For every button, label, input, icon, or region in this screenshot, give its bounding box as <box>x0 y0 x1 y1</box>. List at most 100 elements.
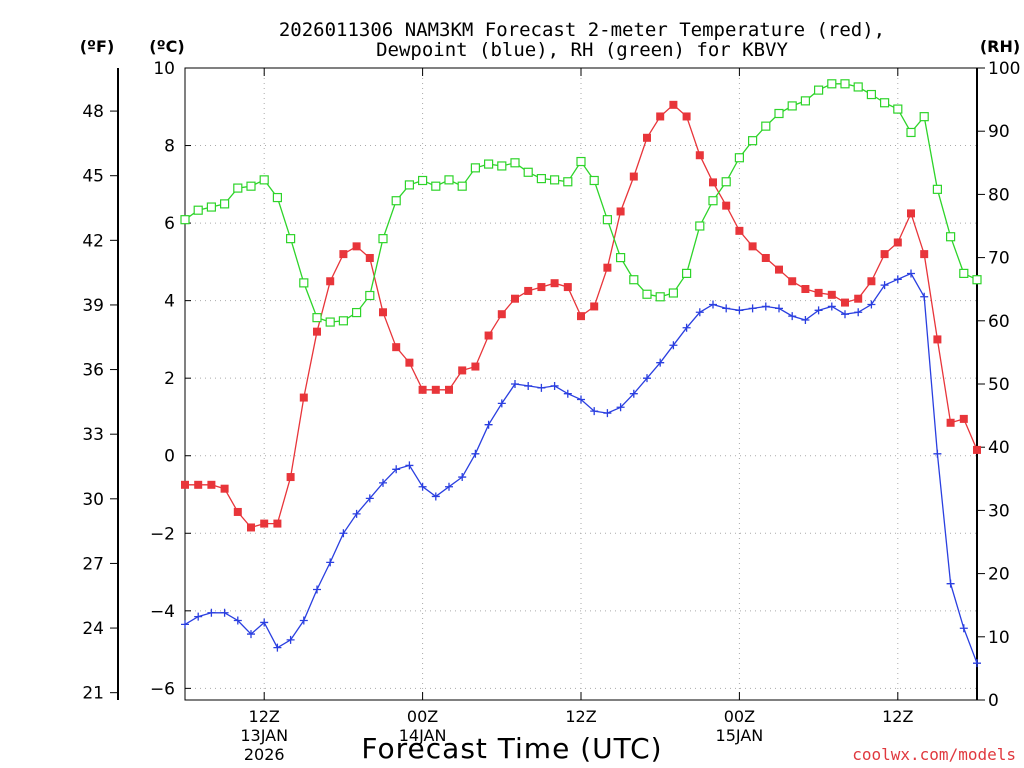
rh-point <box>932 184 943 194</box>
temperature-point <box>695 151 704 160</box>
temperature-point <box>445 385 453 394</box>
temperature-point <box>814 288 823 297</box>
fahrenheit-tick-label: 21 <box>82 684 104 704</box>
rh-point <box>642 289 652 299</box>
temperature-point <box>854 294 863 303</box>
temperature-point <box>788 277 797 286</box>
dewpoint-point <box>854 308 863 317</box>
dewpoint-point <box>445 482 453 491</box>
dewpoint-point <box>511 380 519 388</box>
celsius-tick-label: 2 <box>164 369 175 389</box>
rh-point <box>866 89 877 100</box>
temperature-point <box>339 250 348 259</box>
rh-tick-label: 40 <box>988 438 1010 458</box>
dewpoint-point <box>775 304 783 313</box>
celsius-tick-label: 8 <box>164 137 175 157</box>
dewpoint-point <box>247 630 255 639</box>
rh-point <box>589 175 599 186</box>
dewpoint-point <box>260 618 269 627</box>
dewpoint-point <box>352 509 361 518</box>
x-tick-label: 12Z <box>565 707 596 726</box>
dewpoint-point <box>814 306 823 315</box>
temperature-point <box>313 327 321 336</box>
x-tick-year-label: 2026 <box>244 745 285 764</box>
rh-tick-label: 20 <box>988 565 1010 585</box>
rh-point <box>470 163 480 173</box>
dewpoint-point <box>365 494 374 503</box>
temperature-point <box>709 178 717 187</box>
temperature-point <box>418 385 427 394</box>
dewpoint-point <box>748 304 757 313</box>
dewpoint-point <box>590 407 599 416</box>
dewpoint-point <box>669 341 678 350</box>
dewpoint-point <box>788 312 797 321</box>
temperature-point <box>722 201 731 210</box>
dewpoint-point <box>431 492 440 501</box>
rh-tick-label: 50 <box>988 375 1010 395</box>
rh-tick-label: 90 <box>988 122 1010 142</box>
rh-point <box>695 221 705 231</box>
rh-point <box>206 202 216 212</box>
temperature-point <box>431 385 440 394</box>
rh-point <box>391 196 401 206</box>
temperature-point <box>326 277 335 286</box>
rh-point <box>800 96 811 106</box>
dewpoint-point <box>471 449 480 458</box>
celsius-tick-label: 10 <box>153 59 175 79</box>
rh-point <box>259 175 269 185</box>
fahrenheit-tick-label: 33 <box>82 425 104 445</box>
rh-tick-label: 70 <box>988 249 1010 269</box>
dewpoint-point <box>616 403 625 412</box>
temperature-point <box>867 277 876 286</box>
rh-point <box>734 153 745 163</box>
fahrenheit-tick-label: 30 <box>82 490 104 510</box>
rh-point <box>761 121 771 131</box>
rh-point <box>233 183 243 193</box>
rh-point <box>549 175 560 185</box>
rh-point <box>220 199 230 209</box>
rh-point <box>352 307 362 318</box>
celsius-tick-label: 4 <box>164 292 175 312</box>
x-tick-date-label: 15JAN <box>716 726 764 745</box>
rh-unit-label: (RH) <box>980 37 1020 56</box>
temperature-point <box>181 480 189 489</box>
rh-point <box>879 98 890 108</box>
celsius-tick-label: 0 <box>164 447 175 467</box>
dewpoint-point <box>339 529 348 538</box>
dewpoint-point <box>946 579 955 588</box>
rh-point <box>853 82 863 92</box>
temperature-point <box>299 393 308 402</box>
rh-point <box>721 177 731 187</box>
dewpoint-point <box>801 316 810 325</box>
dewpoint-point <box>273 643 282 652</box>
temperature-point <box>603 263 612 272</box>
temperature-point <box>933 335 942 344</box>
dewpoint-point <box>973 659 981 668</box>
rh-point <box>708 196 718 206</box>
rh-point <box>919 112 929 122</box>
rh-point <box>180 215 190 225</box>
dewpoint-point <box>484 420 493 429</box>
dewpoint-point <box>299 616 308 625</box>
dewpoint-point <box>233 616 242 625</box>
rh-point <box>563 177 573 187</box>
rh-tick-label: 10 <box>988 628 1010 648</box>
fahrenheit-unit-label: (ºF) <box>80 37 115 56</box>
temperature-point <box>920 250 929 259</box>
dewpoint-point <box>959 624 968 633</box>
rh-point <box>576 156 586 167</box>
chart-title-line-2: Dewpoint (blue), RH (green) for KBVY <box>376 39 788 61</box>
chart-title-line-1: 2026011306 NAM3KM Forecast 2-meter Tempe… <box>279 19 885 41</box>
temperature-point <box>577 312 585 321</box>
dewpoint-point <box>827 302 836 311</box>
dewpoint-point <box>933 449 942 458</box>
temperature-point <box>220 484 229 493</box>
temperature-point <box>524 286 533 295</box>
dewpoint-point <box>656 358 665 367</box>
rh-point <box>418 175 428 186</box>
fahrenheit-tick-label: 45 <box>82 167 104 187</box>
dewpoint-point <box>643 374 651 383</box>
temperature-point <box>973 445 981 454</box>
